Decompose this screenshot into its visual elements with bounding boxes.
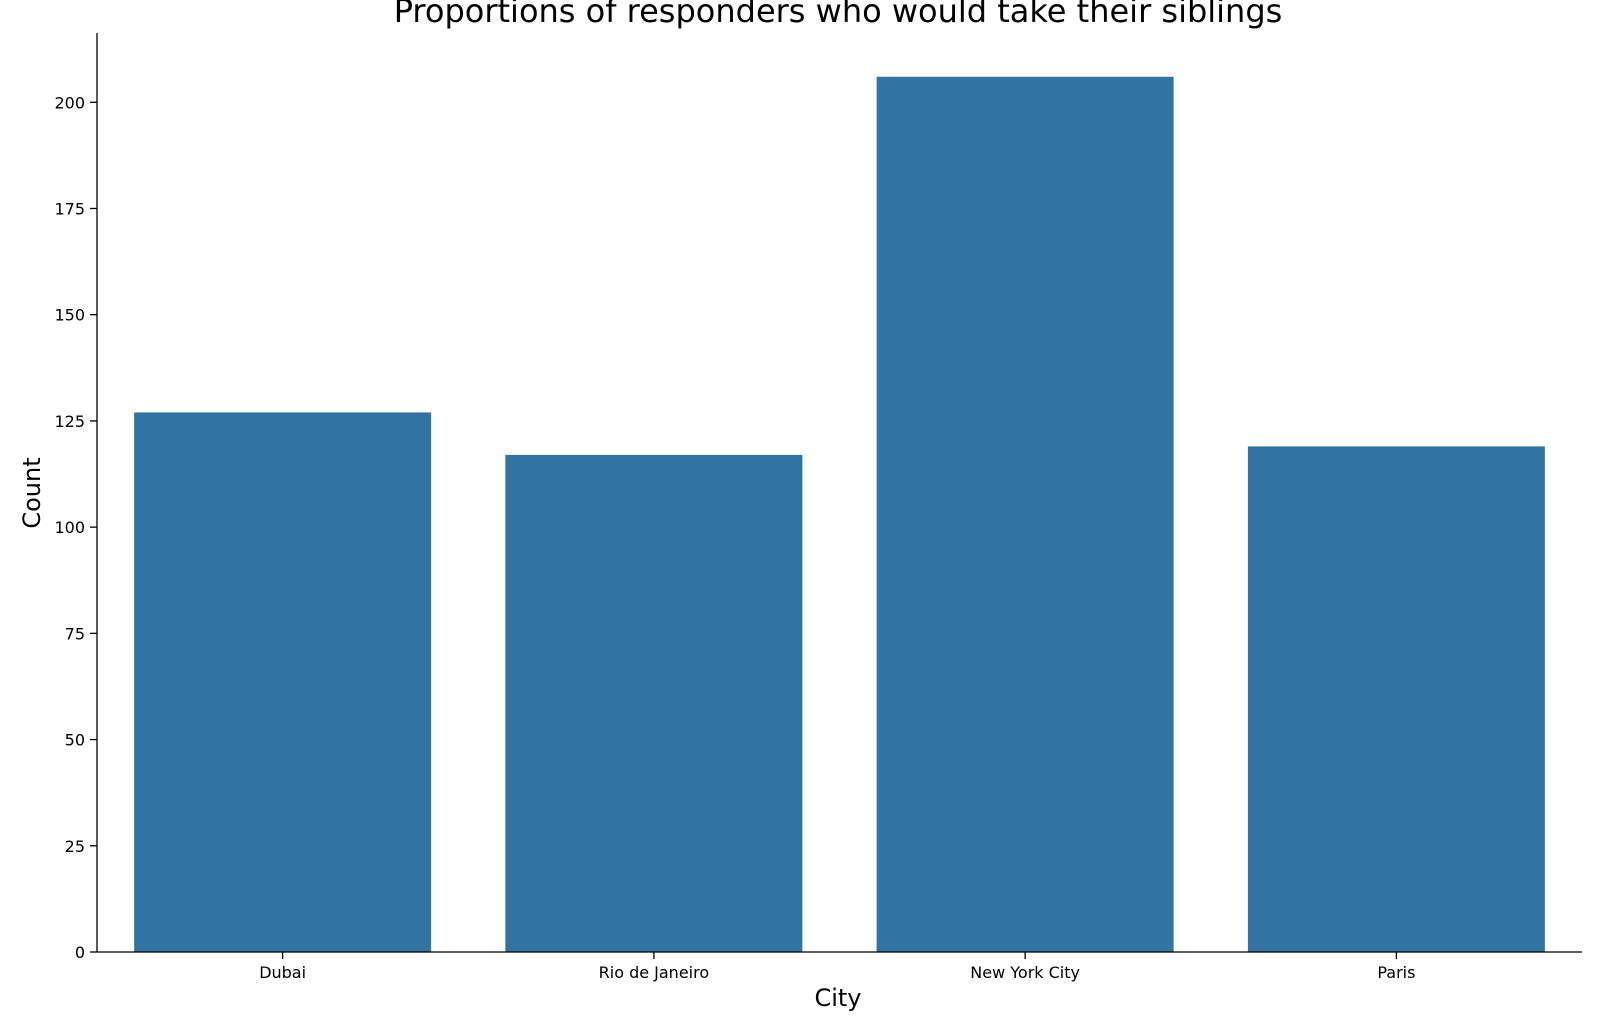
x-tick-label: Paris <box>1377 963 1415 982</box>
bar-rio-de-janeiro <box>505 454 803 952</box>
y-tick-label: 50 <box>65 731 85 750</box>
x-tick-label: Rio de Janeiro <box>599 963 710 982</box>
x-axis-ticks: Dubai Rio de Janeiro New York City Paris <box>259 952 1415 982</box>
y-tick-label: 150 <box>54 306 85 325</box>
bar-paris <box>1247 446 1545 952</box>
x-tick-label: Dubai <box>259 963 306 982</box>
chart-title: Proportions of responders who would take… <box>394 0 1283 30</box>
y-tick-label: 0 <box>75 943 85 962</box>
bar-dubai <box>134 412 432 952</box>
y-tick-label: 175 <box>54 199 85 218</box>
y-axis-title: Count <box>18 457 46 528</box>
y-tick-label: 200 <box>54 93 85 112</box>
bars <box>134 76 1545 952</box>
bar-new-york-city <box>876 76 1174 952</box>
y-tick-label: 125 <box>54 412 85 431</box>
x-axis-title: City <box>814 984 861 1012</box>
x-tick-label: New York City <box>970 963 1080 982</box>
y-tick-label: 100 <box>54 518 85 537</box>
y-tick-label: 25 <box>65 837 85 856</box>
y-tick-label: 75 <box>65 624 85 643</box>
y-axis-ticks: 0 25 50 75 100 125 150 175 200 <box>54 93 97 962</box>
